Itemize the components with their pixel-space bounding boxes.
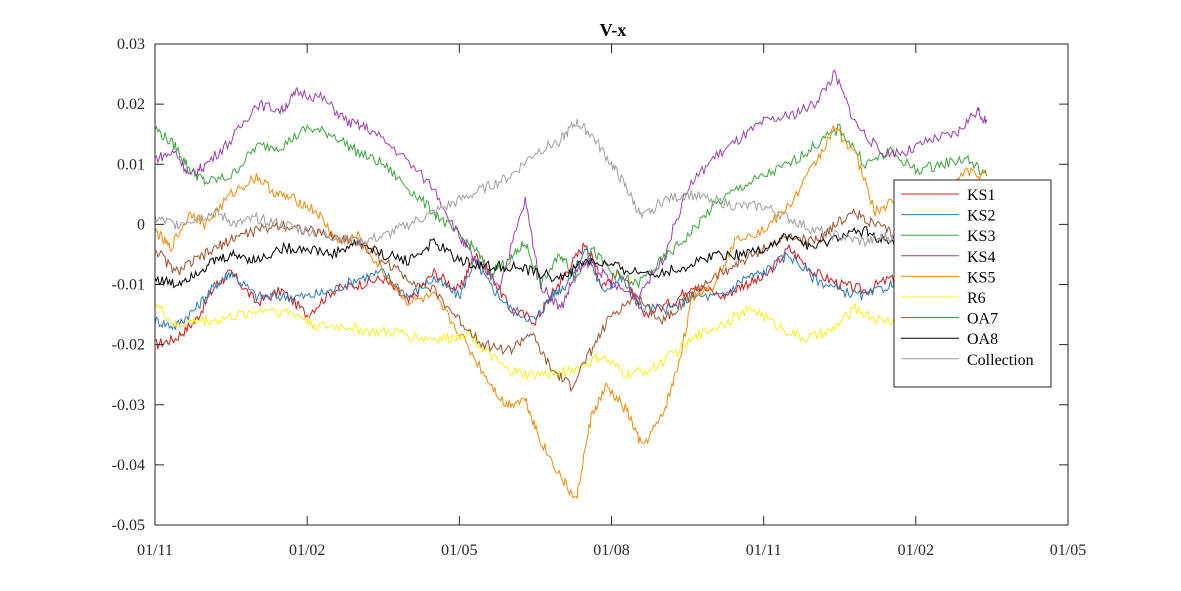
x-tick-label: 01/05 <box>441 542 477 559</box>
series-line-ks3 <box>154 123 988 290</box>
y-tick-label: -0.02 <box>112 337 145 354</box>
y-tick-label: 0.01 <box>117 156 145 173</box>
legend: KS1 KS2 KS3 KS4 KS5 R6 OA7 OA8 Collection <box>893 179 1052 388</box>
series-line-oa8 <box>154 225 927 289</box>
y-tick-label: -0.03 <box>112 397 145 414</box>
legend-label-ks4: KS4 <box>967 249 995 266</box>
x-tick-label: 01/11 <box>746 542 782 559</box>
x-tick-label: 01/08 <box>593 542 629 559</box>
y-tick-label: -0.05 <box>112 517 145 534</box>
y-tick-label: -0.01 <box>112 277 145 294</box>
y-tick-label: 0.02 <box>117 96 145 113</box>
plot-area <box>154 69 988 499</box>
series-line-ks5 <box>154 124 988 499</box>
legend-label-r6: R6 <box>967 290 986 307</box>
legend-label-oa8: OA8 <box>967 331 998 348</box>
series-line-ks4 <box>154 69 988 310</box>
y-tick-label: 0.03 <box>117 36 145 53</box>
legend-label-ks1: KS1 <box>967 187 995 204</box>
chart-title: V-x <box>600 20 627 40</box>
y-tick-label: -0.04 <box>112 457 145 474</box>
series-line-oa7 <box>154 207 937 393</box>
legend-label-ks5: KS5 <box>967 269 995 286</box>
series-line-collection <box>154 118 907 248</box>
axes: 0.03 0.02 0.01 0 -0.01 -0.02 -0.03 -0.04 -0.05 01… <box>112 36 1087 559</box>
series-line-ks2 <box>154 246 932 331</box>
legend-label-collection: Collection <box>967 352 1034 369</box>
y-tick-label: 0 <box>137 216 145 233</box>
x-tick-label: 01/11 <box>137 542 173 559</box>
legend-label-ks2: KS2 <box>967 208 995 225</box>
x-tick-label: 01/02 <box>289 542 325 559</box>
series-line-ks1 <box>154 242 932 351</box>
legend-label-oa7: OA7 <box>967 311 998 328</box>
series-line-r6 <box>154 303 927 381</box>
x-tick-label: 01/02 <box>898 542 934 559</box>
legend-label-ks3: KS3 <box>967 228 995 245</box>
x-tick-label: 01/05 <box>1050 542 1086 559</box>
